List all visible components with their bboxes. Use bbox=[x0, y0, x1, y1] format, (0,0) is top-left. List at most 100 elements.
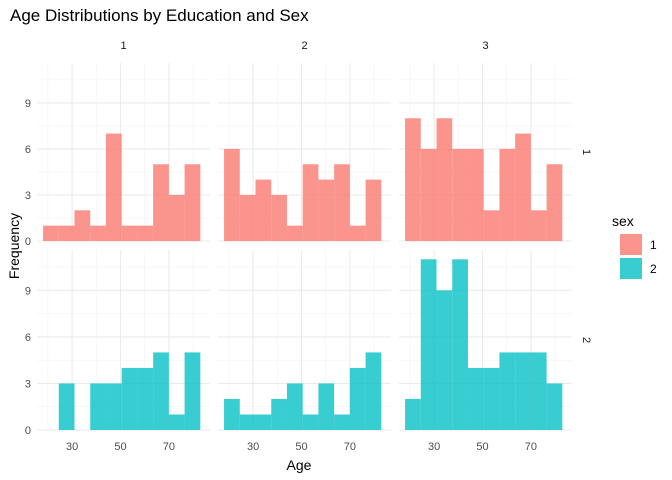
y-tick-label: 6 bbox=[25, 332, 31, 344]
histogram-bar bbox=[58, 383, 75, 430]
histogram-bar bbox=[452, 148, 468, 241]
histogram-bar bbox=[239, 414, 256, 430]
panel-edu-3-sex-2 bbox=[405, 259, 563, 430]
panel-edu-2-sex-1 bbox=[224, 148, 382, 241]
y-tick-label: 3 bbox=[25, 378, 31, 390]
histogram-bar bbox=[239, 194, 256, 241]
histogram-bar bbox=[420, 148, 437, 241]
histogram-bar bbox=[420, 259, 437, 430]
histogram-bar bbox=[499, 352, 516, 430]
histogram-bar bbox=[546, 383, 563, 430]
facet-panels bbox=[37, 63, 572, 431]
histogram-bar bbox=[90, 383, 106, 430]
histogram-bar bbox=[349, 225, 366, 241]
legend: sex 1 2 bbox=[612, 213, 657, 279]
x-tick-label: 50 bbox=[476, 441, 488, 453]
panel-edu-2-sex-2 bbox=[224, 352, 382, 430]
legend-title: sex bbox=[612, 213, 634, 229]
histogram-bar bbox=[530, 352, 547, 430]
histogram-bar bbox=[405, 118, 421, 241]
histogram-bar bbox=[546, 164, 563, 241]
column-strip-label: 1 bbox=[120, 40, 126, 52]
histogram-bar bbox=[302, 164, 319, 241]
histogram-bar bbox=[286, 383, 303, 430]
x-tick-label: 30 bbox=[66, 441, 78, 453]
histogram-bar bbox=[515, 352, 531, 430]
histogram-bar bbox=[184, 352, 201, 430]
histogram-bar bbox=[286, 225, 303, 241]
y-tick-label: 6 bbox=[25, 144, 31, 156]
legend-label-sex-2: 2 bbox=[650, 262, 657, 276]
chart-title: Age Distributions by Education and Sex bbox=[10, 6, 309, 25]
column-strip-label: 3 bbox=[482, 40, 488, 52]
panel-edu-3-sex-1 bbox=[405, 118, 563, 241]
histogram-bar bbox=[184, 164, 201, 241]
panel-edu-1-sex-2 bbox=[58, 352, 201, 430]
histogram-bar bbox=[499, 148, 516, 241]
histogram-bar bbox=[483, 367, 500, 430]
row-strip-label: 2 bbox=[580, 337, 592, 343]
histogram-bar bbox=[483, 210, 500, 241]
column-strip-label: 2 bbox=[301, 40, 307, 52]
x-axis-ticks: 30 50 70 30 50 70 30 50 70 bbox=[66, 441, 537, 453]
histogram-bar bbox=[467, 367, 484, 430]
histogram-bar bbox=[365, 352, 382, 430]
histogram-bar bbox=[436, 118, 453, 241]
histogram-bar bbox=[137, 225, 154, 241]
histogram-bar bbox=[365, 179, 382, 241]
histogram-bar bbox=[334, 164, 350, 241]
y-tick-label: 9 bbox=[25, 285, 31, 297]
histogram-bar bbox=[153, 164, 169, 241]
histogram-bar bbox=[255, 414, 272, 430]
histogram-bar bbox=[271, 398, 287, 430]
legend-key-sex-1 bbox=[620, 234, 642, 255]
histogram-bar bbox=[271, 194, 287, 241]
legend-label-sex-1: 1 bbox=[650, 238, 657, 252]
x-tick-label: 70 bbox=[163, 441, 175, 453]
histogram-bar bbox=[121, 367, 138, 430]
histogram-bar bbox=[137, 367, 154, 430]
x-axis-title: Age bbox=[287, 457, 312, 473]
histogram-bar bbox=[43, 225, 59, 241]
histogram-bar bbox=[405, 398, 421, 430]
histogram-bar bbox=[153, 352, 169, 430]
histogram-bar bbox=[121, 225, 138, 241]
panel-edu-1-sex-1 bbox=[43, 133, 201, 241]
histogram-bar bbox=[255, 179, 272, 241]
histogram-bar bbox=[318, 383, 335, 430]
histogram-bar bbox=[318, 179, 335, 241]
legend-key-sex-2 bbox=[620, 258, 642, 279]
histogram-bar bbox=[224, 398, 240, 430]
y-tick-label: 0 bbox=[25, 236, 31, 248]
y-tick-label: 3 bbox=[25, 190, 31, 202]
x-tick-label: 30 bbox=[247, 441, 259, 453]
histogram-bar bbox=[224, 148, 240, 241]
histogram-bar bbox=[515, 133, 531, 241]
histogram-bar bbox=[452, 259, 468, 430]
x-tick-label: 50 bbox=[295, 441, 307, 453]
histogram-bar bbox=[302, 414, 319, 430]
facet-strips: 1 2 3 1 2 bbox=[120, 40, 592, 343]
y-axis-title: Frequency bbox=[6, 213, 22, 279]
histogram-bar bbox=[58, 225, 75, 241]
x-tick-label: 70 bbox=[344, 441, 356, 453]
histogram-bar bbox=[467, 148, 484, 241]
row-strip-label: 1 bbox=[580, 149, 592, 155]
histogram-bar bbox=[168, 194, 185, 241]
y-tick-label: 0 bbox=[25, 425, 31, 437]
histogram-bar bbox=[90, 225, 106, 241]
x-tick-label: 30 bbox=[428, 441, 440, 453]
histogram-bar bbox=[436, 290, 453, 430]
histogram-bar bbox=[168, 414, 185, 430]
histogram-bar bbox=[334, 414, 350, 430]
y-axis-ticks: 0 3 6 9 0 3 6 9 bbox=[25, 98, 31, 437]
histogram-bar bbox=[105, 133, 122, 241]
x-tick-label: 70 bbox=[525, 441, 537, 453]
histogram-bar bbox=[74, 210, 91, 241]
y-tick-label: 9 bbox=[25, 98, 31, 110]
x-tick-label: 50 bbox=[114, 441, 126, 453]
histogram-bar bbox=[349, 367, 366, 430]
histogram-bar bbox=[105, 383, 122, 430]
histogram-bar bbox=[530, 210, 547, 241]
